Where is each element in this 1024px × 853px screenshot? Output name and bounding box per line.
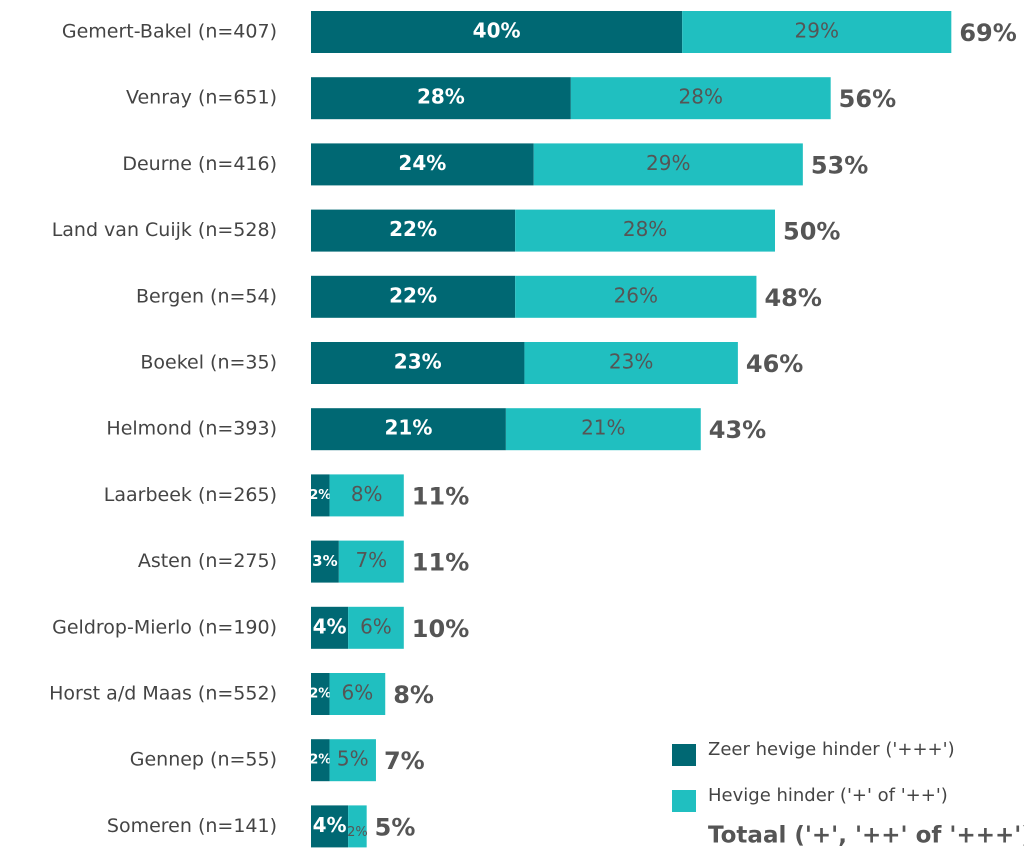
bar-segment bbox=[311, 209, 516, 252]
value-label: 29% bbox=[646, 151, 690, 175]
bar-segment bbox=[338, 540, 404, 583]
category-label: Land van Cuijk (n=528) bbox=[52, 219, 277, 241]
value-label: 40% bbox=[473, 19, 521, 43]
bar-segment bbox=[311, 77, 571, 120]
legend-swatch bbox=[672, 744, 696, 766]
total-label: 56% bbox=[839, 85, 896, 113]
bar-segment bbox=[348, 606, 404, 649]
category-label: Helmond (n=393) bbox=[106, 418, 277, 440]
total-label: 43% bbox=[709, 416, 766, 444]
category-label: Gennep (n=55) bbox=[130, 749, 277, 771]
value-label: 22% bbox=[389, 283, 437, 307]
bar-segment bbox=[311, 540, 339, 583]
bar-segment bbox=[329, 739, 376, 782]
bar-segment bbox=[311, 275, 516, 318]
total-label: 69% bbox=[959, 19, 1016, 47]
value-label: 28% bbox=[417, 85, 465, 109]
value-label: 6% bbox=[342, 681, 374, 705]
bar-segment bbox=[524, 342, 738, 384]
value-label: 4% bbox=[313, 813, 347, 837]
category-label: Asten (n=275) bbox=[138, 550, 277, 572]
value-label: 6% bbox=[360, 614, 392, 638]
bar-segment bbox=[570, 77, 831, 120]
value-label: 23% bbox=[394, 350, 442, 374]
bar-segment bbox=[533, 143, 803, 186]
bar-segment bbox=[682, 11, 952, 53]
value-label: 8% bbox=[351, 482, 383, 506]
value-label: 2% bbox=[309, 488, 331, 503]
value-label: 28% bbox=[623, 217, 667, 241]
bar-segment bbox=[311, 342, 525, 384]
category-label: Laarbeek (n=265) bbox=[104, 484, 277, 506]
category-label: Venray (n=651) bbox=[126, 87, 277, 109]
bar-segment bbox=[311, 606, 349, 649]
value-label: 22% bbox=[389, 217, 437, 241]
value-label: 2% bbox=[309, 687, 331, 702]
total-label: 11% bbox=[412, 549, 469, 577]
bar-segment bbox=[515, 209, 775, 252]
legend-label: Zeer hevige hinder ('+++') bbox=[708, 739, 955, 760]
total-label: 8% bbox=[393, 681, 434, 709]
value-label: 28% bbox=[679, 85, 723, 109]
category-label: Gemert-Bakel (n=407) bbox=[62, 21, 277, 43]
category-label: Horst a/d Maas (n=552) bbox=[49, 683, 277, 705]
value-label: 2% bbox=[309, 753, 331, 768]
value-label: 24% bbox=[398, 151, 446, 175]
bar-segment bbox=[311, 143, 534, 186]
legend-total: Totaal ('+', '++' of '+++') bbox=[708, 823, 1024, 849]
total-label: 48% bbox=[764, 284, 821, 312]
bar-segment bbox=[311, 673, 330, 715]
category-label: Boekel (n=35) bbox=[140, 352, 277, 374]
value-label: 23% bbox=[609, 350, 653, 374]
bar-segment bbox=[515, 275, 757, 318]
total-label: 5% bbox=[375, 813, 416, 841]
value-label: 21% bbox=[385, 416, 433, 440]
total-label: 11% bbox=[412, 482, 469, 510]
total-label: 10% bbox=[412, 615, 469, 643]
total-label: 7% bbox=[384, 747, 425, 775]
bar-segment bbox=[311, 408, 506, 451]
value-label: 21% bbox=[581, 416, 625, 440]
bar-segment bbox=[329, 474, 404, 517]
value-label: 3% bbox=[312, 552, 337, 570]
value-label: 5% bbox=[337, 747, 369, 771]
bar-segment bbox=[329, 673, 386, 715]
legend-swatch bbox=[672, 790, 696, 812]
category-label: Geldrop-Mierlo (n=190) bbox=[52, 616, 277, 638]
bar-segment bbox=[348, 805, 367, 848]
category-label: Deurne (n=416) bbox=[122, 153, 277, 175]
bar-segment bbox=[311, 474, 330, 517]
value-label: 2% bbox=[347, 825, 368, 840]
bar-segment bbox=[311, 739, 330, 782]
bar-segment bbox=[505, 408, 701, 451]
value-label: 4% bbox=[313, 614, 347, 638]
category-label: Someren (n=141) bbox=[107, 815, 277, 837]
value-label: 29% bbox=[795, 19, 839, 43]
value-label: 26% bbox=[614, 283, 658, 307]
total-label: 46% bbox=[746, 350, 803, 378]
category-label: Bergen (n=54) bbox=[136, 285, 277, 307]
total-label: 53% bbox=[811, 151, 868, 179]
legend-label: Hevige hinder ('+' of '++') bbox=[708, 785, 948, 806]
bar-segment bbox=[311, 11, 683, 53]
total-label: 50% bbox=[783, 218, 840, 246]
bar-segment bbox=[311, 805, 349, 848]
value-label: 7% bbox=[355, 548, 387, 572]
